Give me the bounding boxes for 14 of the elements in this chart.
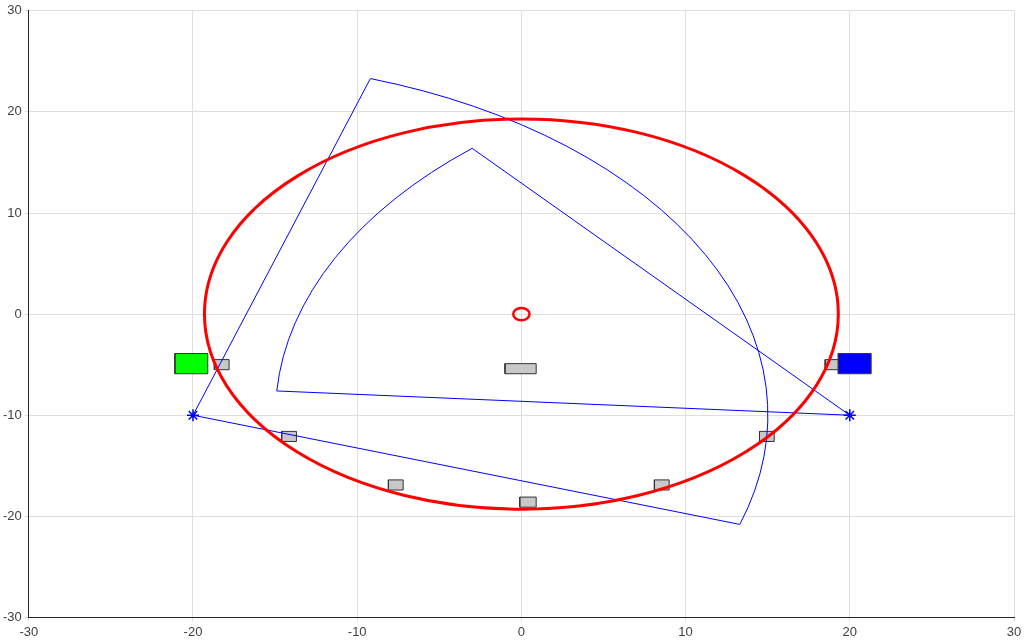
x-tick-label: 20 — [842, 623, 858, 639]
x-tick-label: 0 — [517, 623, 526, 639]
x-tick-label: -30 — [19, 623, 39, 639]
x-tick-label: 30 — [1006, 623, 1022, 639]
y-tick-label: 0 — [14, 305, 22, 321]
y-tick-label: -10 — [2, 406, 22, 422]
x-tick-label: -20 — [183, 623, 203, 639]
y-tick-label: 20 — [7, 103, 22, 119]
x-tick-label: 10 — [678, 623, 693, 639]
y-tick-label: -30 — [2, 608, 22, 624]
y-tick-label: 10 — [7, 204, 22, 220]
y-tick-label: 30 — [7, 2, 22, 18]
x-tick-label: -10 — [347, 623, 367, 639]
y-tick-label: -20 — [2, 507, 22, 523]
